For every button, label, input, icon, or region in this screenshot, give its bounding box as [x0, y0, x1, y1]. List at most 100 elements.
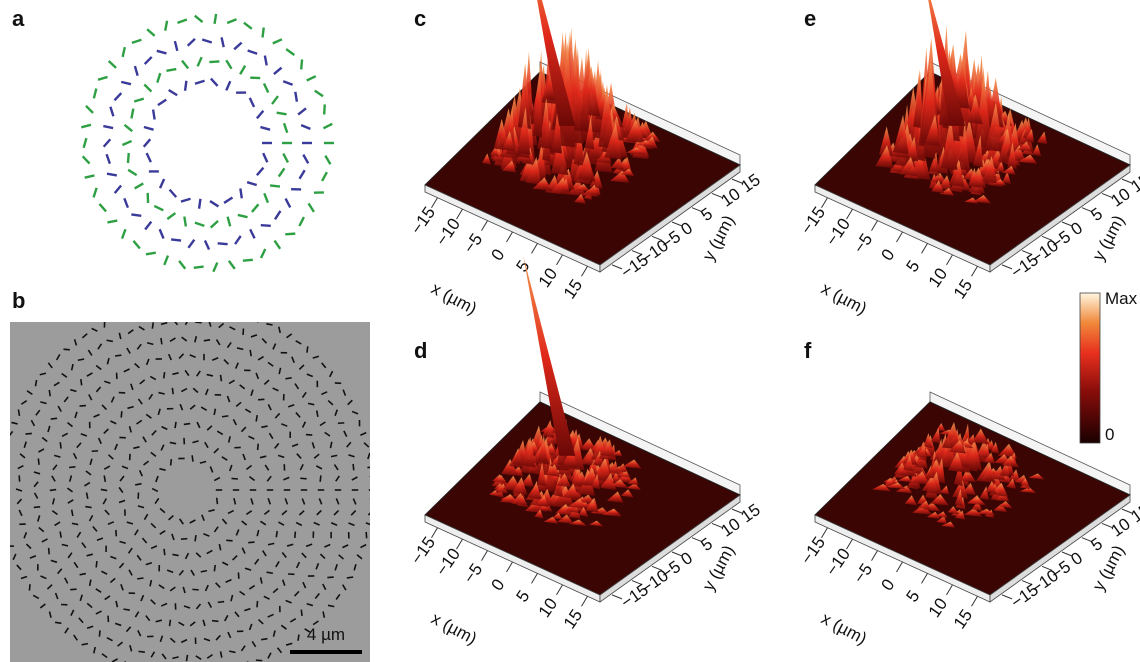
- nano-slit: [195, 81, 205, 84]
- sem-slit: [104, 476, 105, 482]
- nano-slit: [260, 127, 270, 130]
- y-tick-label: 0: [1067, 218, 1086, 239]
- nano-slit: [198, 57, 202, 66]
- nano-slit: [195, 16, 203, 22]
- sem-slit: [107, 340, 113, 341]
- sem-slit: [317, 411, 318, 417]
- sem-slit: [63, 349, 69, 350]
- sem-slit: [121, 411, 122, 417]
- nano-slit: [123, 47, 125, 57]
- x-tick-label: 10: [535, 265, 561, 291]
- nano-slit: [135, 66, 138, 76]
- sem-slit: [261, 639, 267, 640]
- scale-bar-label: 4 µm: [307, 625, 345, 644]
- sem-slit: [300, 478, 306, 479]
- nano-slit: [211, 221, 218, 228]
- x-tick-label: −5: [460, 230, 487, 257]
- nano-slit: [132, 40, 141, 43]
- sem-slit: [220, 375, 221, 381]
- nano-slit: [234, 43, 241, 50]
- sem-slit: [139, 651, 145, 652]
- sem-slit: [178, 304, 184, 306]
- sem-slit: [192, 455, 193, 461]
- nano-slit: [134, 99, 144, 102]
- sem-slit: [112, 318, 118, 320]
- sem-slit: [0, 489, 5, 492]
- sem-slit: [320, 475, 321, 481]
- x-tick-label: −15: [797, 533, 829, 568]
- sem-slit: [204, 340, 210, 341]
- sem-slit: [257, 601, 258, 607]
- x-tick: [847, 209, 853, 219]
- y-tick-label: 0: [677, 218, 696, 239]
- nano-slit: [85, 175, 95, 177]
- nano-slit: [273, 39, 282, 43]
- sem-slit: [276, 531, 277, 537]
- nano-slit: [94, 89, 96, 99]
- nano-slit: [160, 179, 164, 188]
- sem-slit: [172, 388, 173, 394]
- y-tick-label: 15: [737, 500, 763, 526]
- nano-slit: [257, 111, 263, 119]
- sem-slit: [124, 609, 130, 610]
- nano-slit: [124, 125, 132, 131]
- sem-slit: [168, 303, 172, 308]
- nano-slit: [250, 98, 254, 107]
- nano-slit: [300, 170, 305, 179]
- x-tick-label: 10: [925, 595, 951, 621]
- sem-slit: [175, 422, 176, 428]
- sem-slit: [49, 548, 50, 554]
- nano-slit: [324, 104, 325, 114]
- sem-slit: [171, 459, 172, 465]
- nano-slit: [175, 41, 177, 51]
- nano-slit: [103, 126, 113, 128]
- nano-slit: [218, 243, 228, 244]
- nano-slit: [107, 221, 117, 223]
- nano-slit: [275, 211, 280, 219]
- nano-slit: [226, 81, 230, 90]
- nano-slit: [181, 199, 191, 202]
- nano-slit: [157, 73, 160, 83]
- x-tick: [507, 232, 513, 242]
- sem-slit: [18, 410, 19, 416]
- sem-slit: [184, 424, 190, 425]
- panel-label: f: [804, 338, 812, 363]
- x-tick: [847, 539, 853, 549]
- nano-slit: [166, 69, 176, 71]
- x-tick-label: −10: [432, 215, 464, 250]
- sem-slit: [301, 610, 302, 616]
- nano-slit: [244, 23, 252, 29]
- nano-slit: [146, 253, 156, 255]
- sem-slit: [195, 535, 196, 541]
- y-tick-label: 10: [1107, 184, 1133, 210]
- nano-slit: [144, 139, 150, 147]
- nano-slit: [211, 79, 218, 86]
- nano-slit: [301, 59, 302, 69]
- x-tick: [947, 255, 953, 265]
- nano-slit: [147, 29, 155, 36]
- x-tick: [822, 528, 828, 538]
- sem-slit: [157, 304, 160, 310]
- x-tick: [482, 221, 488, 231]
- x-tick: [432, 528, 438, 538]
- nano-slit: [122, 229, 125, 238]
- x-tick-label: 0: [877, 246, 898, 265]
- x-axis-label: x (µm): [818, 609, 870, 649]
- nano-slit: [94, 188, 97, 198]
- y-tick-label: 0: [1067, 548, 1086, 569]
- sem-slit: [35, 380, 36, 386]
- sem-image: [10, 322, 370, 662]
- sem-slit: [347, 577, 353, 578]
- sem-slit: [2, 464, 4, 470]
- nano-slit: [164, 256, 168, 265]
- nano-slit: [240, 66, 245, 75]
- nano-slit: [133, 241, 139, 249]
- nano-slit: [194, 267, 204, 268]
- y-tick-label: 5: [1087, 534, 1106, 555]
- nano-slit: [238, 215, 248, 217]
- x-axis-label: x (µm): [428, 609, 480, 649]
- nano-slit: [229, 261, 235, 269]
- nano-slit: [98, 77, 108, 80]
- nano-slit: [158, 100, 166, 106]
- nano-slit: [154, 206, 163, 210]
